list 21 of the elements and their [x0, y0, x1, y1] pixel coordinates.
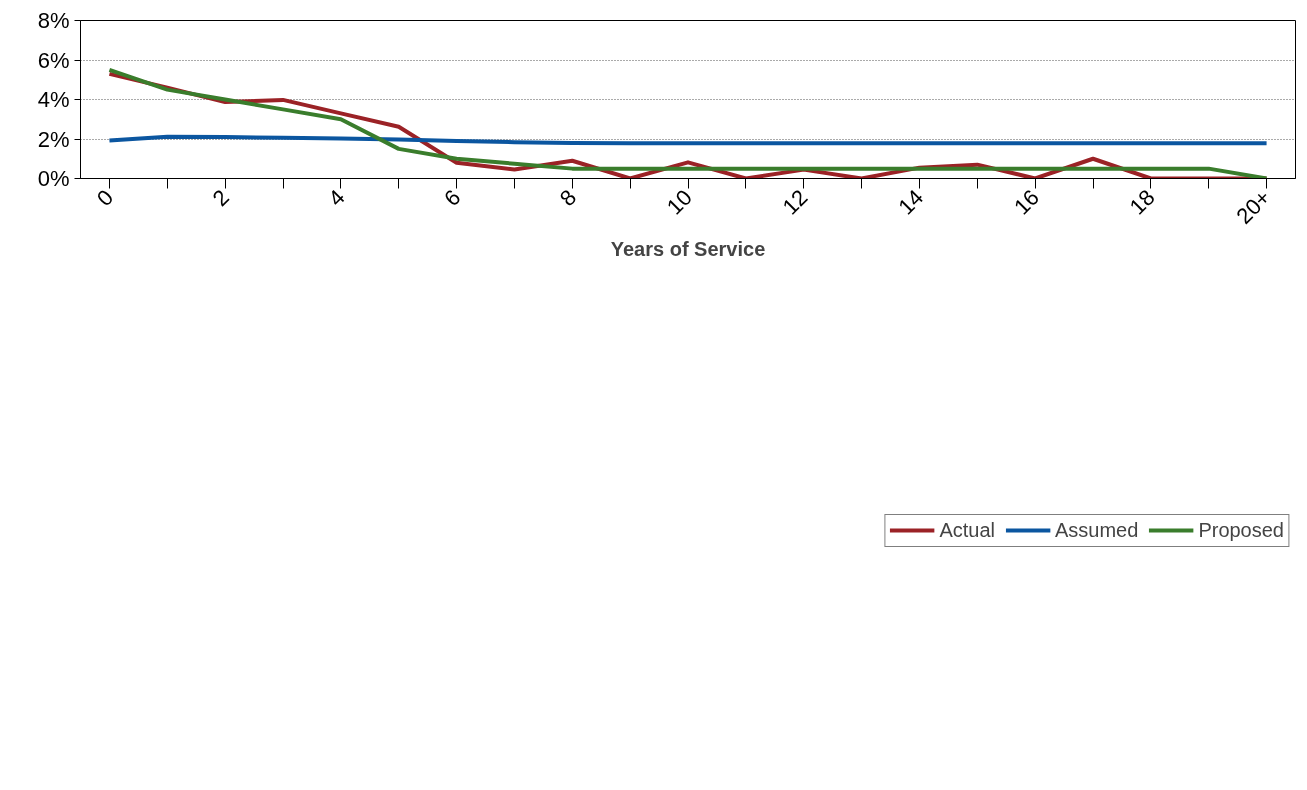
- x-tick-label: 20+: [1231, 184, 1276, 229]
- x-tick-label: 4: [323, 184, 350, 211]
- x-tick-label: 6: [439, 184, 466, 211]
- y-tick-label: 8%: [37, 8, 70, 33]
- legend-label: Actual: [939, 518, 995, 542]
- x-tick-label: 18: [1124, 184, 1160, 220]
- legend-label: Assumed: [1055, 518, 1139, 542]
- y-tick-label: 2%: [37, 126, 70, 152]
- x-tick-label: 10: [661, 184, 697, 220]
- y-tick-label: 4%: [37, 87, 70, 112]
- x-tick-label: 14: [893, 184, 929, 220]
- y-tick-label: 6%: [37, 47, 70, 73]
- legend-label: Proposed: [1198, 518, 1284, 542]
- x-axis-title: Years of Service: [610, 238, 766, 261]
- x-tick-label: 8: [554, 184, 582, 211]
- x-tick-label: 16: [1009, 184, 1044, 220]
- x-tick-label: 12: [777, 184, 813, 220]
- x-tick-label: 0: [91, 184, 119, 211]
- y-tick-label: 0%: [37, 166, 70, 191]
- line-series: [107, 134, 1269, 146]
- x-tick-label: 2: [207, 184, 234, 211]
